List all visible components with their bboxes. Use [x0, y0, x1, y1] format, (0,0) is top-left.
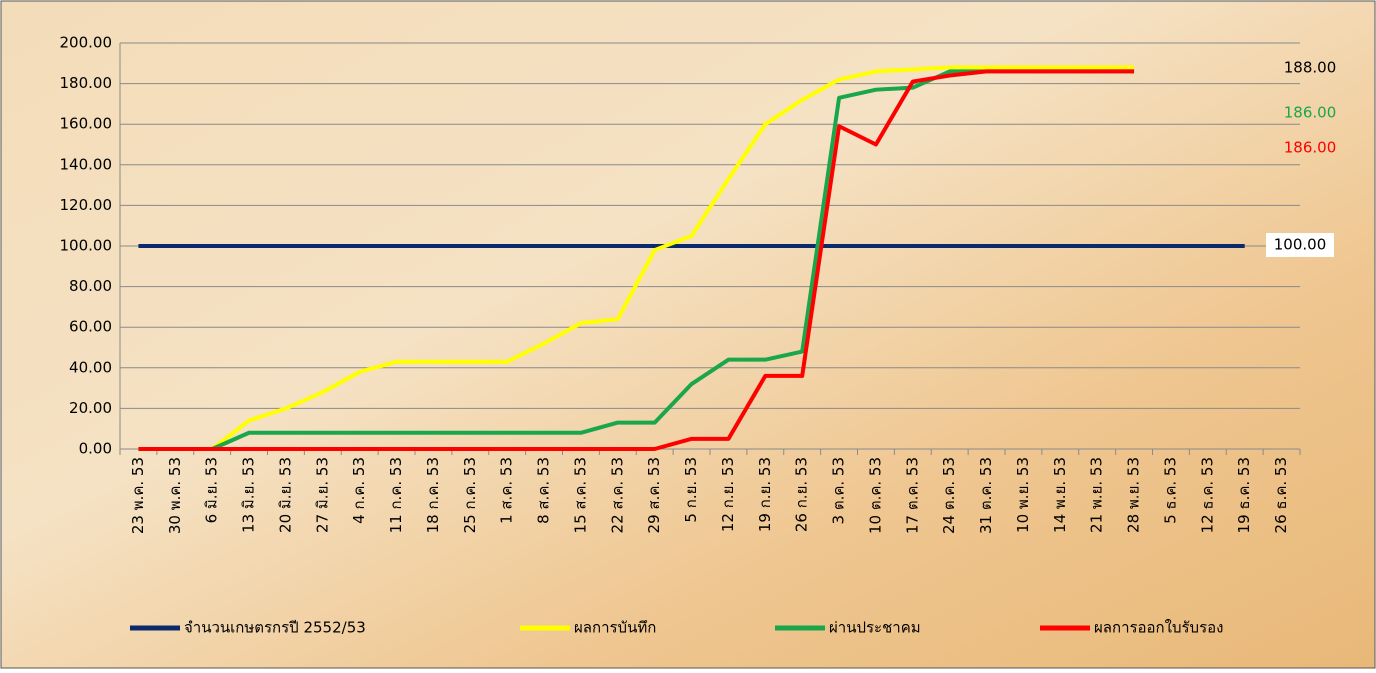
series-line — [138, 65, 1135, 451]
legend-label: จำนวนเกษตรกรปี 2552/53 — [184, 619, 366, 637]
x-tick-label: 29 ส.ค. 53 — [645, 457, 663, 533]
x-tick-label: 19 ก.ย. 53 — [756, 457, 774, 532]
y-tick-label: 60.00 — [69, 318, 112, 336]
series-line — [138, 69, 1135, 451]
x-tick-label: 19 ธ.ค. 53 — [1235, 457, 1253, 533]
y-tick-label: 100.00 — [60, 237, 113, 255]
y-tick-label: 140.00 — [60, 155, 113, 173]
x-tick-label: 4 ก.ค. 53 — [350, 457, 368, 524]
x-tick-label: 26 ธ.ค. 53 — [1272, 457, 1290, 533]
x-tick-label: 24 ต.ค. 53 — [940, 457, 958, 534]
x-tick-label: 5 ธ.ค. 53 — [1161, 457, 1179, 524]
y-tick-label: 0.00 — [79, 440, 112, 458]
x-tick-label: 25 ก.ค. 53 — [461, 457, 479, 533]
x-tick-label: 3 ต.ค. 53 — [830, 457, 848, 524]
end-label: 186.00 — [1284, 139, 1337, 157]
x-tick-label: 8 ส.ค. 53 — [535, 457, 553, 524]
x-tick-label: 10 ต.ค. 53 — [866, 457, 884, 534]
legend-label: ผ่านประชาคม — [829, 619, 921, 637]
x-tick-label: 12 ธ.ค. 53 — [1198, 457, 1216, 533]
x-tick-label: 30 พ.ค. 53 — [166, 457, 184, 534]
x-tick-label: 31 ต.ค. 53 — [977, 457, 995, 534]
end-label: 100.00 — [1274, 236, 1327, 254]
x-tick-label: 27 มิ.ย. 53 — [313, 457, 331, 533]
y-tick-label: 20.00 — [69, 399, 112, 417]
y-tick-label: 80.00 — [69, 277, 112, 295]
x-tick-label: 20 มิ.ย. 53 — [276, 457, 294, 533]
x-tick-label: 23 พ.ค. 53 — [129, 457, 147, 534]
x-tick-label: 10 พ.ย. 53 — [1014, 457, 1032, 533]
y-tick-label: 180.00 — [60, 74, 113, 92]
x-tick-label: 22 ส.ค. 53 — [608, 457, 626, 533]
x-tick-label: 11 ก.ค. 53 — [387, 457, 405, 533]
y-tick-label: 200.00 — [60, 34, 113, 52]
x-tick-label: 17 ต.ค. 53 — [903, 457, 921, 534]
end-label: 188.00 — [1284, 59, 1337, 77]
x-tick-label: 21 พ.ย. 53 — [1088, 457, 1106, 533]
legend-label: ผลการบันทึก — [574, 619, 656, 637]
x-tick-label: 14 พ.ย. 53 — [1051, 457, 1069, 533]
legend-label: ผลการออกใบรับรอง — [1094, 619, 1223, 637]
y-tick-label: 160.00 — [60, 115, 113, 133]
x-tick-label: 1 ส.ค. 53 — [498, 457, 516, 524]
x-tick-label: 13 มิ.ย. 53 — [240, 457, 258, 533]
x-tick-label: 6 มิ.ย. 53 — [203, 457, 221, 523]
x-tick-label: 15 ส.ค. 53 — [571, 457, 589, 533]
y-tick-label: 120.00 — [60, 196, 113, 214]
label-box — [1266, 233, 1334, 257]
x-tick-label: 5 ก.ย. 53 — [682, 457, 700, 523]
x-tick-label: 26 ก.ย. 53 — [793, 457, 811, 532]
end-label: 186.00 — [1284, 104, 1337, 122]
y-tick-label: 40.00 — [69, 358, 112, 376]
x-tick-label: 18 ก.ค. 53 — [424, 457, 442, 533]
x-tick-label: 28 พ.ย. 53 — [1125, 457, 1143, 533]
series-line — [138, 69, 1135, 451]
x-tick-label: 12 ก.ย. 53 — [719, 457, 737, 532]
